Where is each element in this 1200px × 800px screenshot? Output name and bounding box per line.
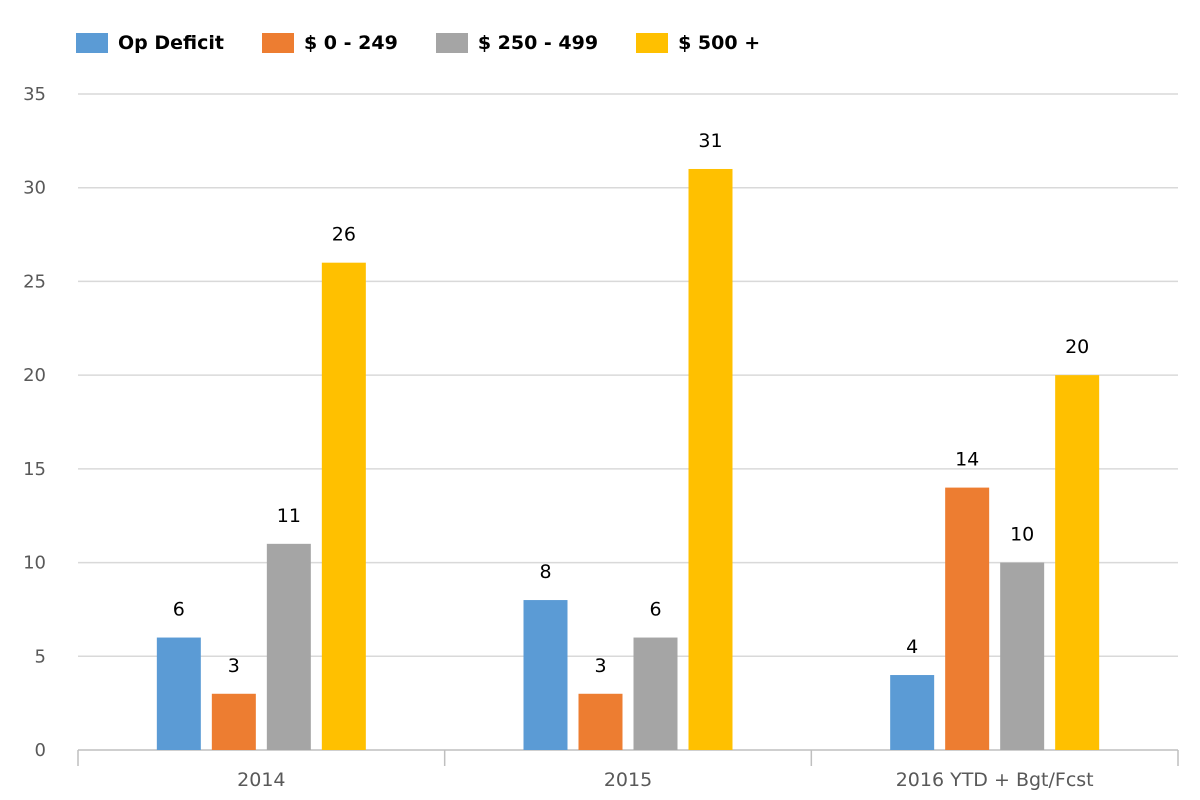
legend-item-250-499: $ 250 - 499 <box>435 32 599 54</box>
legend: Op Deficit $ 0 - 249 $ 250 - 499 $ 500 + <box>76 32 798 54</box>
y-tick-label: 15 <box>23 459 46 480</box>
bar <box>321 262 366 750</box>
data-label: 31 <box>698 130 722 152</box>
data-label: 11 <box>277 505 301 527</box>
y-tick-label: 30 <box>23 178 46 199</box>
legend-item-0-249: $ 0 - 249 <box>261 32 398 54</box>
data-label: 14 <box>955 449 979 471</box>
y-tick-label: 10 <box>23 553 46 574</box>
data-label: 26 <box>332 224 356 246</box>
bar <box>156 637 201 750</box>
legend-item-500-plus: $ 500 + <box>636 32 760 54</box>
bar <box>211 693 256 750</box>
bar <box>266 543 311 750</box>
legend-label: $ 500 + <box>678 32 761 54</box>
y-tick-label: 0 <box>35 740 46 761</box>
legend-swatch <box>435 33 468 53</box>
bar <box>1055 375 1100 750</box>
data-label: 20 <box>1065 336 1089 358</box>
legend-label: $ 0 - 249 <box>303 32 398 54</box>
data-label: 8 <box>539 561 551 583</box>
bar <box>890 675 935 750</box>
legend-item-op-deficit: Op Deficit <box>76 32 224 54</box>
data-label: 10 <box>1010 524 1034 546</box>
bar <box>633 637 678 750</box>
x-tick-label: 2016 YTD + Bgt/Fcst <box>896 769 1094 791</box>
data-label: 3 <box>594 655 606 677</box>
y-tick-label: 5 <box>35 646 46 667</box>
data-label: 6 <box>649 599 661 621</box>
bar <box>688 168 733 750</box>
bar <box>1000 562 1045 750</box>
legend-label: Op Deficit <box>118 32 224 54</box>
bar <box>945 487 990 750</box>
data-label: 4 <box>906 636 918 658</box>
legend-label: $ 250 - 499 <box>477 32 599 54</box>
legend-swatch <box>261 33 294 53</box>
y-tick-label: 35 <box>23 84 46 105</box>
x-tick-label: 2014 <box>237 769 285 791</box>
y-tick-label: 25 <box>23 271 46 292</box>
bar <box>523 600 568 750</box>
legend-swatch <box>76 33 108 53</box>
bar <box>578 693 623 750</box>
legend-swatch <box>636 33 669 53</box>
data-label: 6 <box>173 599 185 621</box>
x-tick-label: 2015 <box>604 769 652 791</box>
data-label: 3 <box>228 655 240 677</box>
y-tick-label: 20 <box>23 365 46 386</box>
